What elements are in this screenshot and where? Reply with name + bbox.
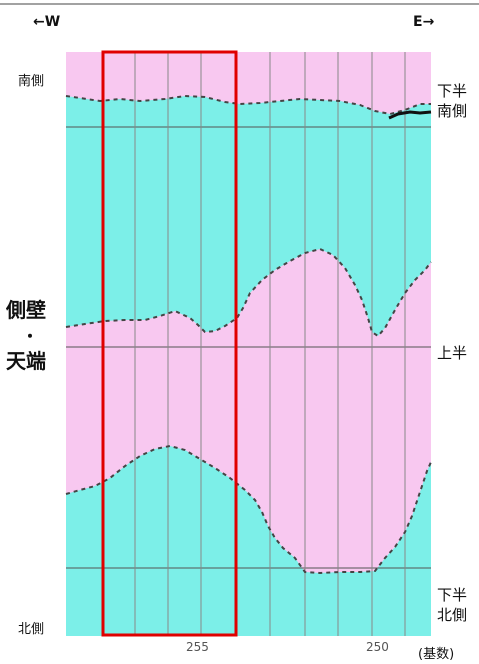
segment-number-255: 255 [186,640,209,654]
cyan-band-south [66,96,431,336]
south-side-label: 南側 [18,74,45,89]
upper-half-label: 上半 [437,344,468,362]
west-direction-label: ←W [33,14,61,30]
lower-half-label: 下半 [437,82,468,100]
lower-north-label: 北側 [437,606,468,624]
solid-marker-line [388,110,432,120]
dashed-boundary-north [65,444,432,575]
separator-dot: ・ [22,327,39,346]
highlight-box [101,50,238,637]
segment-number-250: 250 [366,640,389,654]
side-wall-label: 側壁 [6,298,46,322]
unit-label: (基数) [418,647,455,662]
north-side-label: 北側 [18,622,45,637]
crown-label: 天端 [6,349,46,373]
lower-half-label: 下半 [437,586,468,604]
horizontal-grid [66,126,431,569]
dashed-boundary-upper [65,247,432,338]
east-direction-label: E→ [413,14,435,30]
cyan-band-north [66,446,431,636]
lower-south-label: 南側 [437,102,468,120]
dashed-boundary-south [65,94,431,116]
